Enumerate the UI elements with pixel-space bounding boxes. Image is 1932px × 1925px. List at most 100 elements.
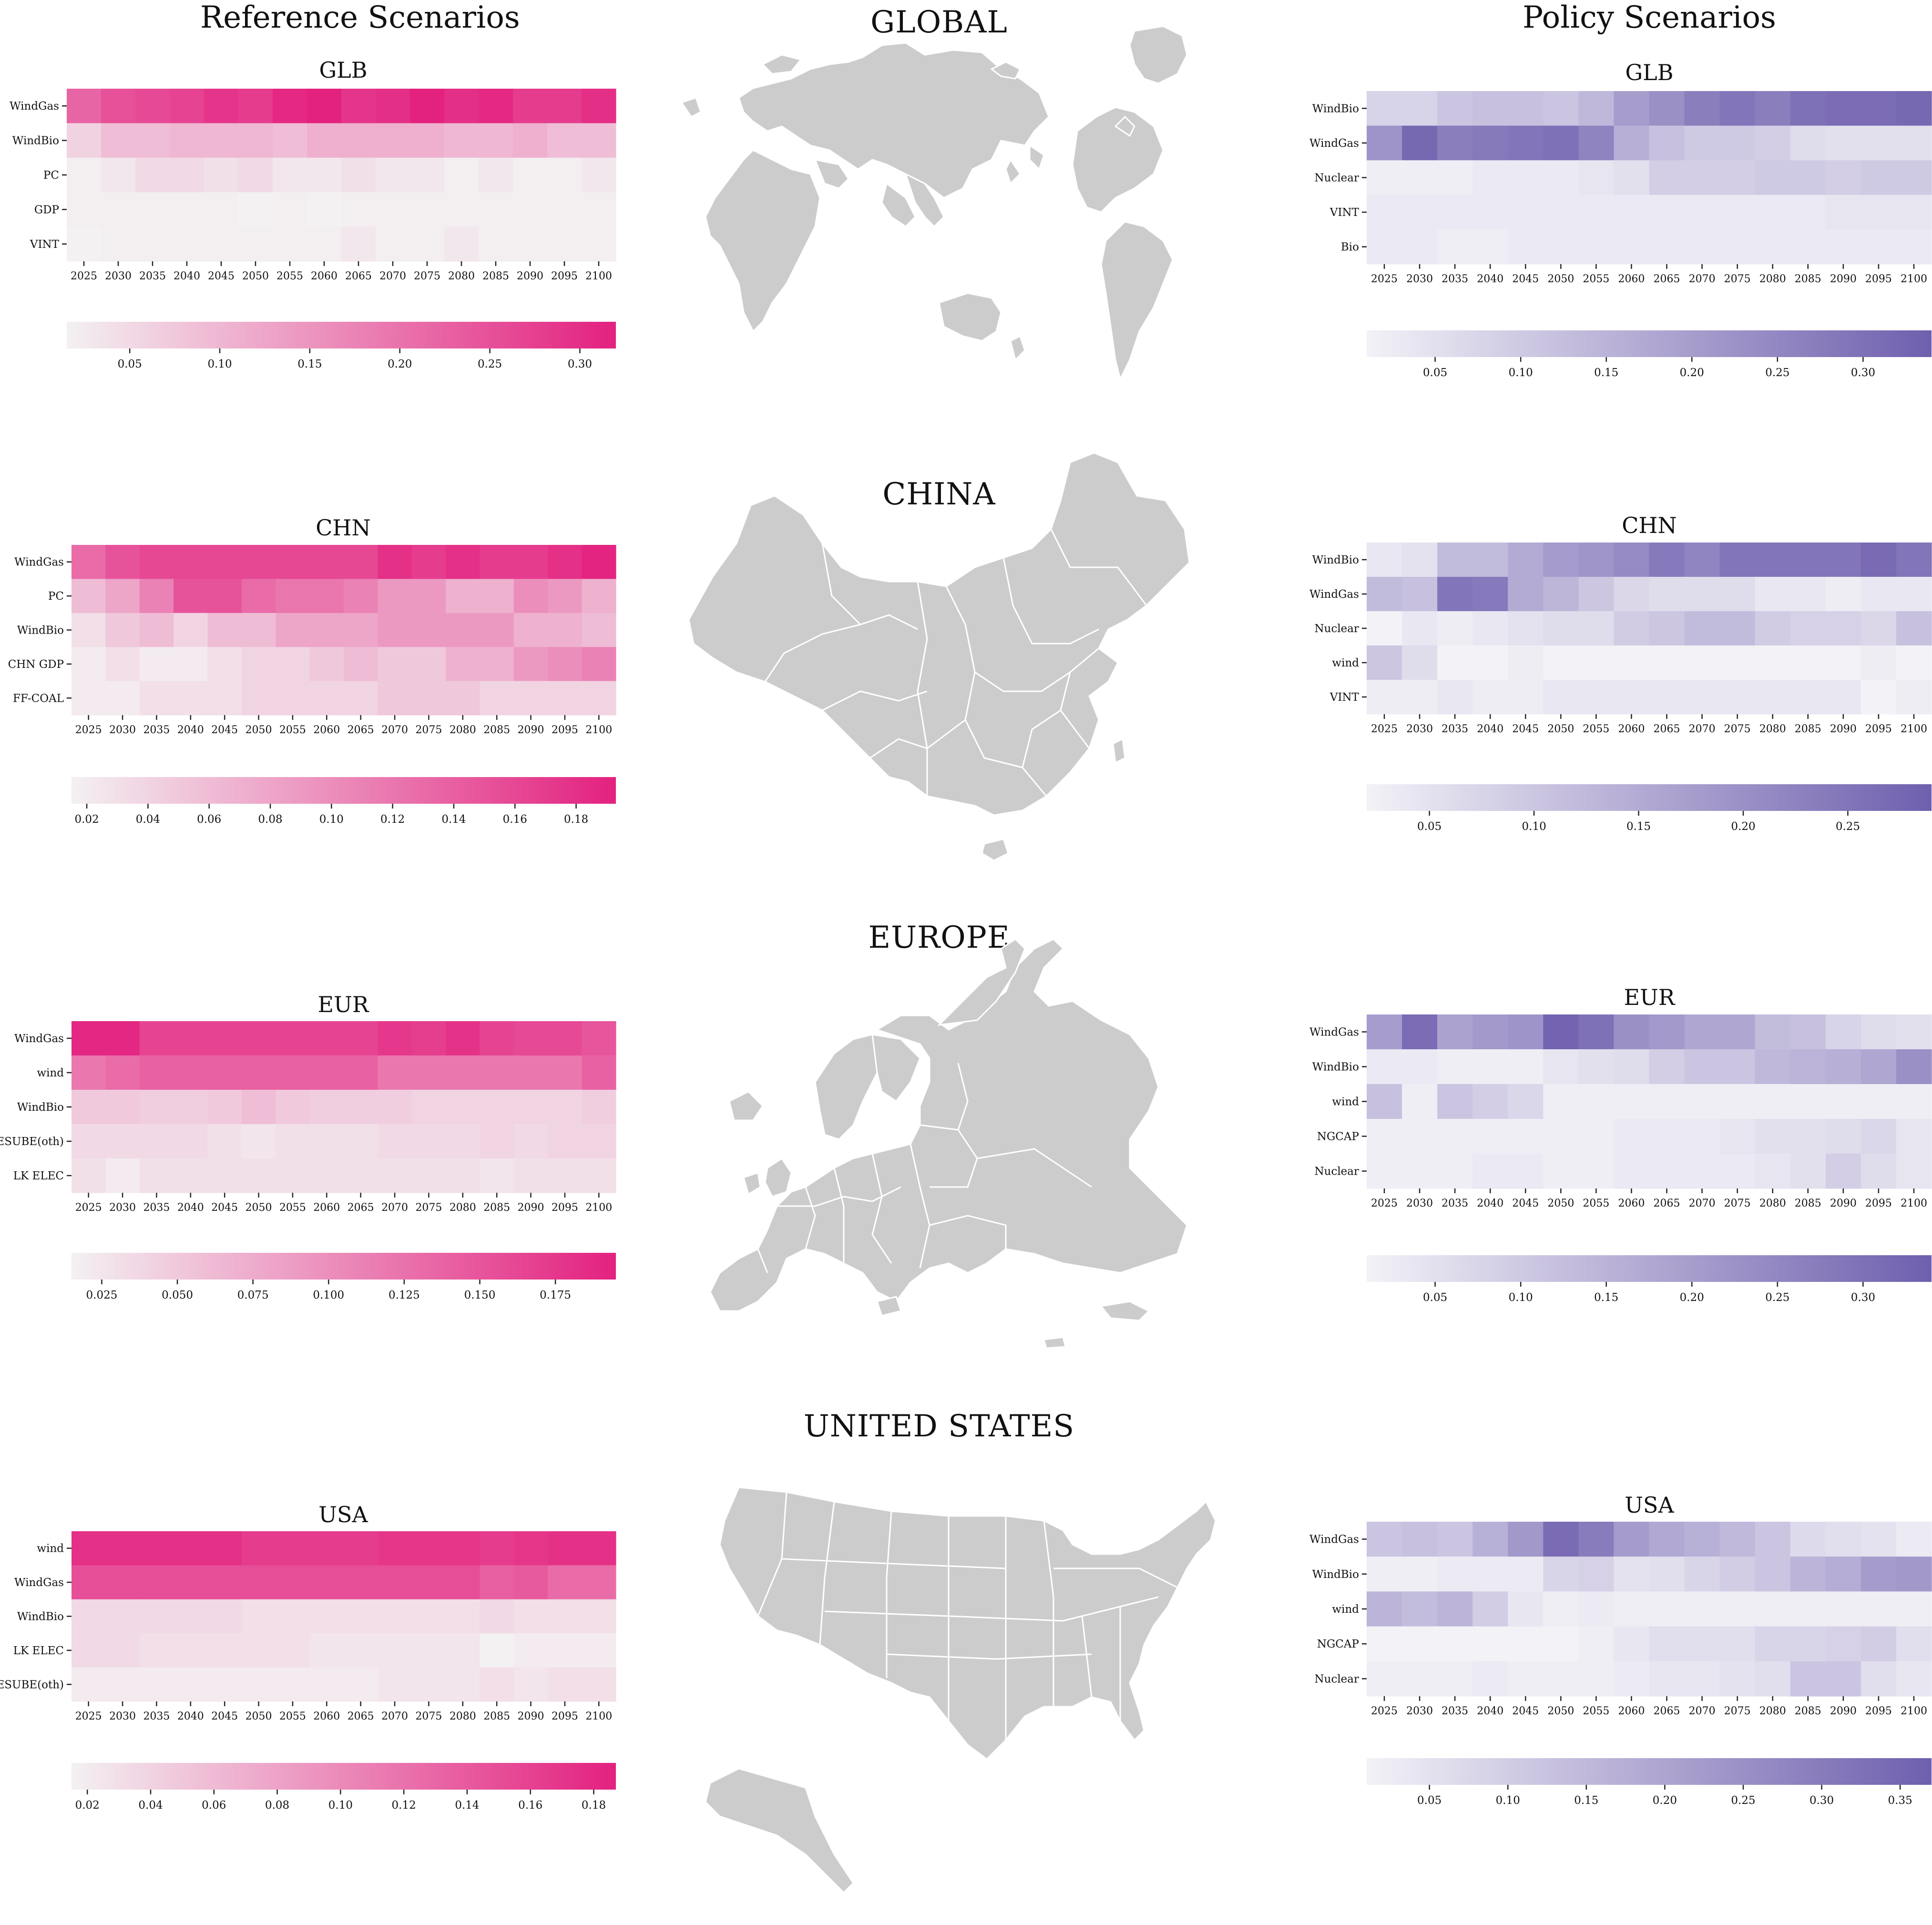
heatmap-title-pol-chn: CHN <box>1622 512 1677 538</box>
heatmap-cell <box>276 1633 310 1668</box>
heatmap-cell <box>479 123 513 158</box>
col-label: 2040 <box>177 724 204 736</box>
heatmap-cell <box>1825 1049 1861 1085</box>
heatmap-cell <box>1719 1556 1756 1592</box>
heatmap-cell <box>1437 160 1473 195</box>
col-label: 2060 <box>313 1710 340 1722</box>
col-label: 2055 <box>279 1710 306 1722</box>
heatmap-cell <box>276 613 310 647</box>
col-label: 2035 <box>1441 273 1468 285</box>
heatmap-cell <box>513 1531 548 1566</box>
heatmap-cell <box>582 1667 616 1702</box>
heatmap-cell <box>1508 1119 1544 1154</box>
heatmap-cell <box>480 681 514 716</box>
colorbar-tick-label: 0.15 <box>1574 1794 1598 1807</box>
heatmap-cell <box>207 1021 242 1056</box>
col-label: 2090 <box>1830 1705 1857 1717</box>
heatmap-cell <box>1543 645 1579 680</box>
heatmap-cell <box>276 1021 310 1056</box>
heatmap-cell <box>1543 195 1579 230</box>
heatmap-cell <box>1614 1556 1650 1592</box>
heatmap-cell <box>341 226 376 262</box>
colorbar-tick-label: 0.15 <box>1626 820 1651 833</box>
col-label: 2080 <box>450 1202 476 1214</box>
heatmap-cell <box>1790 1591 1826 1627</box>
heatmap-cell <box>105 545 140 579</box>
heatmap-cell <box>1790 195 1826 230</box>
heatmap-cell <box>582 1599 616 1634</box>
row-label: FF-COAL <box>13 692 64 705</box>
heatmap-cell <box>1719 1154 1756 1189</box>
heatmap-cell <box>1543 1119 1579 1154</box>
heatmap-cell <box>582 545 616 579</box>
col-label: 2035 <box>143 724 170 736</box>
col-label: 2050 <box>245 724 272 736</box>
row-label: ESUBE(oth) <box>0 1679 64 1691</box>
heatmap-cell <box>1543 1522 1579 1557</box>
col-label: 2035 <box>1441 1198 1468 1209</box>
heatmap-cell <box>1790 680 1826 715</box>
heatmap-cell <box>1614 1014 1650 1050</box>
heatmap-cell <box>238 192 273 227</box>
heatmap-cell <box>1472 1014 1508 1050</box>
row-label: CHN GDP <box>8 658 64 671</box>
col-label: 2095 <box>1865 1705 1892 1717</box>
col-label: 2080 <box>1759 1705 1786 1717</box>
heatmap-cell <box>139 1667 174 1702</box>
col-label: 2095 <box>1865 273 1892 285</box>
heatmap-cell <box>582 1565 616 1600</box>
heatmap-cell <box>446 647 480 682</box>
col-label: 2060 <box>1618 1198 1645 1209</box>
heatmap-cell <box>105 681 140 716</box>
col-label: 2065 <box>348 1202 374 1214</box>
china-map-land <box>688 452 1190 861</box>
row-label: WindBio <box>12 135 59 147</box>
heatmap-cell <box>513 1633 548 1668</box>
heatmap-cell <box>207 545 242 579</box>
heatmap-cell <box>276 579 310 614</box>
colorbar-tick-label: 0.05 <box>118 358 142 370</box>
colorbar-tick-label: 0.14 <box>441 813 466 826</box>
heatmap-cell <box>1825 229 1861 265</box>
heatmap-cell <box>1825 1522 1861 1557</box>
heatmap-cell <box>513 1021 548 1056</box>
heatmap-cell <box>207 613 242 647</box>
heatmap-cell <box>1508 125 1544 161</box>
heatmap-cell <box>1649 1522 1685 1557</box>
col-label: 2070 <box>1689 1198 1716 1209</box>
col-label: 2070 <box>381 1202 408 1214</box>
heatmap-cell <box>174 1021 208 1056</box>
heatmap-cell <box>1508 1626 1544 1662</box>
colorbar-tick-label: 0.25 <box>1765 367 1789 379</box>
heatmap-cell <box>344 1158 378 1193</box>
heatmap-title-ref-glb: GLB <box>319 57 368 83</box>
heatmap-cell <box>309 1021 344 1056</box>
heatmap-cell <box>207 681 242 716</box>
heatmap-cell <box>1508 1014 1544 1050</box>
heatmap-cell <box>1367 160 1402 195</box>
col-label: 2100 <box>1901 1705 1927 1717</box>
heatmap-cell <box>1543 229 1579 265</box>
heatmap-ref-chn: WindGas PC WindBio CHN GDP FF-COAL 2025 2030 20… <box>0 545 616 831</box>
colorbar <box>72 1253 616 1280</box>
heatmap-cell <box>1543 1049 1579 1085</box>
heatmap-cell <box>67 226 102 262</box>
heatmap-cell <box>241 1055 276 1090</box>
heatmap-cell <box>1437 1522 1473 1557</box>
col-label: 2050 <box>242 270 269 282</box>
col-label: 2070 <box>1689 1705 1716 1717</box>
heatmap-cell <box>446 1633 480 1668</box>
heatmap-cell <box>1790 125 1826 161</box>
heatmap-cell <box>344 1565 378 1600</box>
heatmap-cell <box>479 192 513 227</box>
colorbar-tick-label: 0.10 <box>1522 820 1546 833</box>
heatmap-cell <box>204 192 239 227</box>
col-label: 2040 <box>1477 1198 1503 1209</box>
heatmap-cell <box>1614 645 1650 680</box>
heatmap-cell <box>547 192 582 227</box>
colorbar-tick-label: 0.10 <box>1496 1794 1520 1807</box>
heatmap-cell <box>1614 611 1650 646</box>
heatmap-cell <box>105 1633 140 1668</box>
colorbar-tick-label: 0.12 <box>392 1799 416 1812</box>
heatmap-cell <box>1437 1556 1473 1592</box>
